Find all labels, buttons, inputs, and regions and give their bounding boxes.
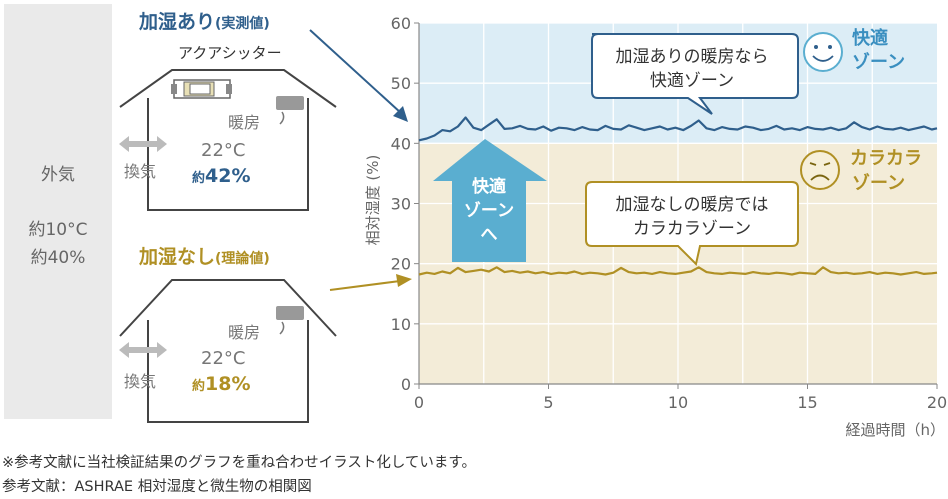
- y-tick-label: 40: [391, 134, 411, 153]
- x-tick-label: 20: [927, 393, 947, 412]
- arrow-text-3: へ: [481, 225, 498, 245]
- outside-humidity: 約40%: [30, 248, 86, 268]
- with-room-temp: 22°C: [201, 140, 246, 161]
- ventilation-arrow-icon: [119, 136, 167, 152]
- without-pointer-line: [329, 280, 401, 291]
- with-humidifier-title: 加湿あり(実測値): [139, 7, 270, 34]
- with-title-text: 加湿あり: [139, 11, 216, 33]
- dry-zone-label-2: ゾーン: [852, 173, 905, 194]
- with-humidity-value: 42%: [205, 165, 251, 187]
- without-title-text: 加湿なし: [139, 246, 216, 268]
- with-vent-label: 換気: [124, 162, 157, 181]
- x-axis-label: 経過時間（h）: [845, 421, 945, 439]
- y-tick-label: 60: [391, 14, 411, 33]
- heater-icon: [276, 306, 304, 335]
- x-tick-label: 0: [414, 393, 424, 412]
- y-tick-label: 50: [391, 74, 411, 93]
- outside-temp: 約10°C: [28, 220, 88, 240]
- device-label: アクアシッター: [178, 44, 282, 62]
- aqua-sitter-device-icon: [171, 79, 232, 99]
- y-tick-label: 0: [401, 375, 411, 394]
- without-vent-label: 換気: [124, 372, 157, 391]
- arrow-text-2: ゾーン: [464, 201, 514, 221]
- comfort-callout-line-1: 加湿ありの暖房なら: [616, 47, 769, 67]
- comfort-callout-line-2: 快適ゾーン: [650, 71, 734, 91]
- y-tick-label: 20: [391, 255, 411, 274]
- outside-air-label: 外気: [41, 165, 75, 185]
- with-title-note: (実測値): [215, 16, 270, 32]
- x-tick-label: 15: [797, 393, 817, 412]
- comfort-zone-arrow-icon: [433, 139, 547, 262]
- arrow-text-1: 快適: [472, 176, 506, 197]
- without-humidifier-title: 加湿なし(理論値): [139, 242, 270, 269]
- dry-zone-label-1: カラカラ: [850, 148, 922, 169]
- smile-face-icon: [803, 32, 843, 72]
- heater-icon: [276, 96, 304, 125]
- ventilation-arrow-icon: [119, 342, 167, 358]
- dry-callout-line-1: 加湿なしの暖房では: [616, 195, 769, 215]
- frown-face-icon: [800, 150, 840, 190]
- without-pointer-arrowhead-icon: [396, 274, 412, 287]
- without-room-temp: 22°C: [201, 348, 246, 369]
- series-line: [418, 266, 938, 276]
- y-axis-label: 相対湿度 (%): [364, 155, 382, 246]
- without-humidity-value: 18%: [205, 373, 251, 395]
- without-humidity-prefix: 約: [192, 379, 206, 394]
- footnote-line-2: 参考文献：ASHRAE 相対湿度と微生物の相関図: [2, 479, 312, 495]
- comfort-callout-box: [591, 33, 799, 115]
- dry-callout-line-2: カラカラゾーン: [633, 219, 751, 239]
- with-pointer-line: [309, 29, 402, 114]
- without-room-humidity: 約18%: [192, 373, 251, 395]
- x-tick-label: 10: [668, 393, 688, 412]
- without-title-note: (理論値): [215, 251, 270, 267]
- with-room-humidity: 約42%: [192, 165, 251, 187]
- house-without-humidifier-icon: [119, 279, 337, 423]
- without-heater-label: 暖房: [228, 323, 261, 342]
- y-tick-label: 30: [391, 195, 411, 214]
- dry-callout-box: [585, 181, 799, 266]
- footnote: ※参考文献に当社検証結果のグラフを重ね合わせイラスト化しています。 参考文献：A…: [2, 451, 476, 499]
- with-humidity-prefix: 約: [192, 171, 206, 186]
- outside-air-panel: [4, 4, 112, 419]
- comfort-zone-label-2: ゾーン: [852, 52, 905, 73]
- y-tick-label: 10: [391, 315, 411, 334]
- comfort-zone-label-1: 快適: [852, 27, 888, 49]
- x-tick-label: 5: [543, 393, 553, 412]
- with-pointer-arrowhead-icon: [393, 106, 408, 122]
- house-with-humidifier-icon: [119, 69, 337, 211]
- outside-air-values: 約10°C 約40%: [4, 216, 112, 272]
- footnote-line-1: ※参考文献に当社検証結果のグラフを重ね合わせイラスト化しています。: [2, 455, 476, 471]
- series-line: [418, 116, 938, 142]
- with-heater-label: 暖房: [228, 113, 261, 132]
